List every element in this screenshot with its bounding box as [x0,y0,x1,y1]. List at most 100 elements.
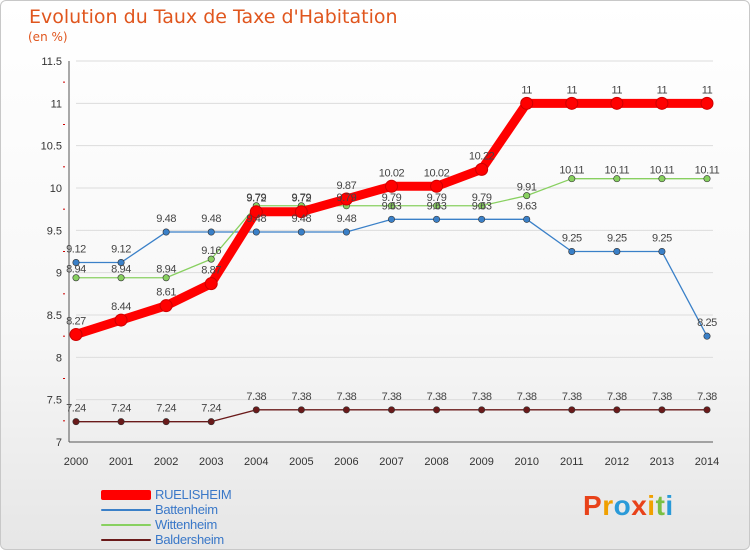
data-point [159,299,173,313]
data-point [703,332,711,340]
x-tick-label: 2011 [560,456,584,468]
y-tick-label: 8.5 [47,310,62,322]
data-label: 7.38 [291,391,311,403]
x-tick-label: 2000 [64,456,88,468]
data-point [478,406,486,414]
data-point [655,96,669,110]
data-label: 9.25 [607,233,627,245]
data-label: 9.63 [427,200,447,212]
data-label: 7.38 [382,391,402,403]
y-tick-label: 11.5 [41,56,62,68]
data-label: 9.79 [382,192,402,204]
y-tick-label: 7.5 [47,395,62,407]
data-point [249,205,263,219]
data-label: 9.48 [246,213,266,225]
data-point [294,205,308,219]
data-label: 7.38 [472,391,492,403]
data-label: 9.48 [156,213,176,225]
data-point [297,406,305,414]
data-point [433,202,441,210]
data-label: 10.11 [604,165,629,177]
data-label: 10.02 [424,167,450,179]
data-label: 9.63 [472,200,492,212]
legend-swatch [101,538,151,541]
data-label: 9.25 [652,233,672,245]
data-label: 7.38 [607,391,627,403]
data-label: 8.44 [111,301,131,313]
chart-title: Evolution du Taux de Taxe d'Habitation [29,6,398,28]
legend-label: RUELISHEIM [155,487,232,502]
proxiti-logo: Proxiti [583,490,674,521]
x-tick-label: 2001 [109,456,133,468]
data-label: 9.79 [472,192,492,204]
y-tick-label: 7 [56,437,62,449]
data-label: 9.72 [246,193,266,205]
y-tick-label: 10 [50,183,62,195]
data-label: 8.87 [201,265,221,277]
data-point [430,179,444,193]
data-label: 11 [612,84,623,96]
data-label: 9.91 [517,182,537,194]
data-label: 7.38 [562,391,582,403]
data-label: 9.48 [337,213,357,225]
x-tick-label: 2012 [605,456,629,468]
data-point [387,215,395,223]
y-tick-label: 10.5 [41,141,62,153]
data-point [703,406,711,414]
data-label: 9.12 [66,244,86,256]
x-tick-label: 2014 [695,456,719,468]
y-tick-label: 9 [56,268,62,280]
data-label: 7.24 [201,403,221,415]
data-point [297,228,305,236]
data-point [610,96,624,110]
data-label: 8.94 [156,264,176,276]
chart-subtitle: (en %) [28,30,68,44]
legend-item: Battenheim [101,502,231,517]
x-tick-label: 2005 [289,456,313,468]
data-point [658,248,666,256]
data-point [523,192,531,200]
legend-swatch [101,523,151,526]
legend-item: RUELISHEIM [101,487,232,502]
data-label: 7.24 [156,403,176,415]
data-point [69,327,83,341]
data-label: 7.38 [517,391,537,403]
data-point [207,228,215,236]
data-point [523,406,531,414]
data-label: 9.25 [562,233,582,245]
x-tick-label: 2009 [469,456,493,468]
data-label: 11 [657,84,668,96]
data-point [700,96,714,110]
data-point [568,406,576,414]
data-label: 10.22 [469,150,495,162]
data-label: 9.48 [201,213,221,225]
x-tick-label: 2013 [650,456,674,468]
data-point [387,406,395,414]
data-label: 9.16 [201,245,221,257]
data-point [252,228,260,236]
data-point [433,406,441,414]
data-point [117,418,125,426]
data-point [162,418,170,426]
data-label: 11 [702,84,713,96]
data-point [613,175,621,183]
data-point [385,179,398,193]
data-point [114,313,128,327]
data-point [162,274,170,282]
data-label: 7.38 [246,391,266,403]
x-tick-label: 2003 [199,456,223,468]
legend-swatch [101,508,151,511]
data-label: 9.79 [337,192,357,204]
data-point [613,406,621,414]
legend-label: Battenheim [155,502,218,517]
data-label: 9.79 [427,192,447,204]
data-label: 11 [566,84,577,96]
data-point [339,192,353,206]
y-tick-label: 11 [51,98,62,110]
y-tick-label: 8 [56,352,62,364]
legend-swatch [101,489,151,500]
data-point [478,215,486,223]
data-label: 7.38 [652,391,672,403]
data-point [252,406,260,414]
